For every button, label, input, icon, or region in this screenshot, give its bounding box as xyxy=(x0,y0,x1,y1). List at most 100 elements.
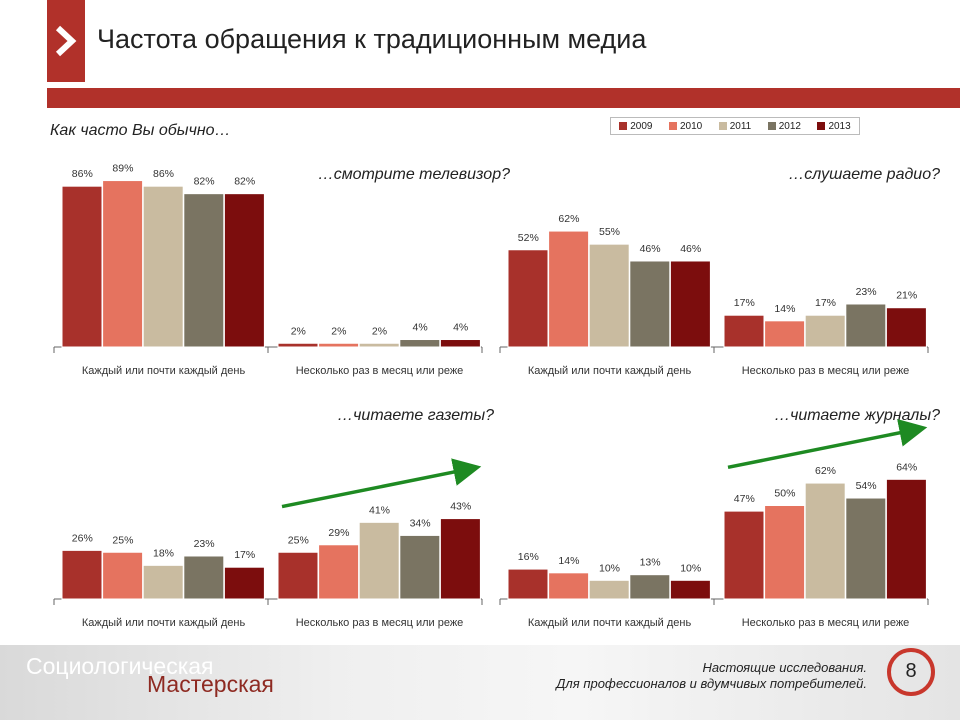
trend-arrow xyxy=(727,419,928,470)
page-number: 8 xyxy=(905,660,917,682)
data-label: 10% xyxy=(680,562,701,574)
category-label: Каждый или почти каждый день xyxy=(82,617,246,629)
data-label: 23% xyxy=(856,286,877,298)
bar xyxy=(142,564,184,600)
brand-line-1: Социологическая xyxy=(26,653,214,679)
page-title: Частота обращения к традиционным медиа xyxy=(97,24,647,54)
data-label: 4% xyxy=(453,322,468,334)
footer xyxy=(0,645,960,720)
data-label: 50% xyxy=(774,488,795,500)
bar xyxy=(669,579,711,600)
legend-item-2011: 2011 xyxy=(718,121,751,132)
data-label: 62% xyxy=(558,213,579,225)
bar xyxy=(399,339,441,348)
data-label: 2% xyxy=(331,325,346,337)
legend-item-2009: 2009 xyxy=(619,121,652,132)
bar xyxy=(723,314,765,348)
data-label: 17% xyxy=(815,297,836,309)
bar xyxy=(61,549,103,600)
data-label: 52% xyxy=(518,232,539,244)
data-label: 25% xyxy=(288,534,309,546)
category-label: Каждый или почти каждый день xyxy=(528,365,692,377)
data-label: 17% xyxy=(734,297,755,309)
tagline-2: Для профессионалов и вдумчивых потребите… xyxy=(556,676,867,691)
page-number-circle xyxy=(887,648,935,696)
chart-legend: 2009 2010 2011 2012 2013 xyxy=(610,117,860,135)
bar xyxy=(277,342,319,348)
bar xyxy=(723,510,765,600)
tagline-1: Настоящие исследования. xyxy=(702,660,867,675)
bar xyxy=(764,320,806,348)
bar xyxy=(669,260,711,348)
legend-swatch xyxy=(619,122,628,130)
bar xyxy=(885,478,927,600)
bar xyxy=(548,230,590,348)
bar xyxy=(629,260,671,348)
bar xyxy=(845,497,887,600)
legend-item-2010: 2010 xyxy=(668,121,702,132)
bar xyxy=(102,551,144,600)
data-label: 23% xyxy=(194,538,215,550)
category-label: Несколько раз в месяц или реже xyxy=(296,365,464,377)
category-label: Каждый или почти каждый день xyxy=(528,617,692,629)
data-label: 82% xyxy=(234,176,255,188)
data-label: 46% xyxy=(680,243,701,255)
bar xyxy=(358,342,400,348)
data-label: 46% xyxy=(640,243,661,255)
bar xyxy=(885,307,927,348)
bar xyxy=(102,180,144,348)
legend-item-2013: 2013 xyxy=(817,121,851,132)
data-label: 43% xyxy=(450,501,471,513)
data-label: 29% xyxy=(328,527,349,539)
panel-title: …читаете газеты? xyxy=(337,407,494,424)
survey-question: Как часто Вы обычно… xyxy=(50,122,231,139)
bar xyxy=(507,249,549,348)
bar xyxy=(439,339,481,348)
legend-swatch xyxy=(817,122,826,130)
legend-swatch xyxy=(718,122,727,130)
bar xyxy=(588,243,630,348)
data-label: 47% xyxy=(734,493,755,505)
data-label: 55% xyxy=(599,226,620,238)
legend-item-2012: 2012 xyxy=(767,121,801,132)
bar xyxy=(277,551,319,600)
bar xyxy=(61,185,103,348)
bar xyxy=(223,566,265,600)
bar xyxy=(318,544,360,600)
category-label: Несколько раз в месяц или реже xyxy=(296,617,464,629)
data-label: 41% xyxy=(369,504,390,516)
bar xyxy=(439,518,481,600)
legend-swatch xyxy=(668,122,677,130)
data-label: 14% xyxy=(558,555,579,567)
data-label: 64% xyxy=(896,461,917,473)
category-label: Каждый или почти каждый день xyxy=(82,365,246,377)
bar xyxy=(183,555,225,600)
data-label: 21% xyxy=(896,290,917,302)
bar xyxy=(183,193,225,348)
data-label: 2% xyxy=(372,325,387,337)
category-label: Несколько раз в месяц или реже xyxy=(742,365,910,377)
data-label: 25% xyxy=(112,534,133,546)
data-label: 26% xyxy=(72,532,93,544)
bar xyxy=(223,193,265,348)
data-label: 14% xyxy=(774,303,795,315)
category-label: Несколько раз в месяц или реже xyxy=(742,617,910,629)
bar xyxy=(399,534,441,600)
bar xyxy=(764,505,806,600)
data-label: 10% xyxy=(599,562,620,574)
bar xyxy=(142,185,184,348)
bar xyxy=(588,579,630,600)
bar xyxy=(318,342,360,348)
data-label: 16% xyxy=(518,551,539,563)
chevron-right-icon xyxy=(55,25,77,57)
data-label: 82% xyxy=(194,176,215,188)
brand-line-2: Мастерская xyxy=(147,671,274,697)
data-label: 18% xyxy=(153,547,174,559)
data-label: 62% xyxy=(815,465,836,477)
bar xyxy=(804,482,846,600)
data-label: 13% xyxy=(640,557,661,569)
legend-swatch xyxy=(767,122,776,130)
charts-canvas: …смотрите телевизор? Каждый или почти каж… xyxy=(53,163,940,629)
data-label: 17% xyxy=(234,549,255,561)
data-label: 89% xyxy=(112,163,133,175)
